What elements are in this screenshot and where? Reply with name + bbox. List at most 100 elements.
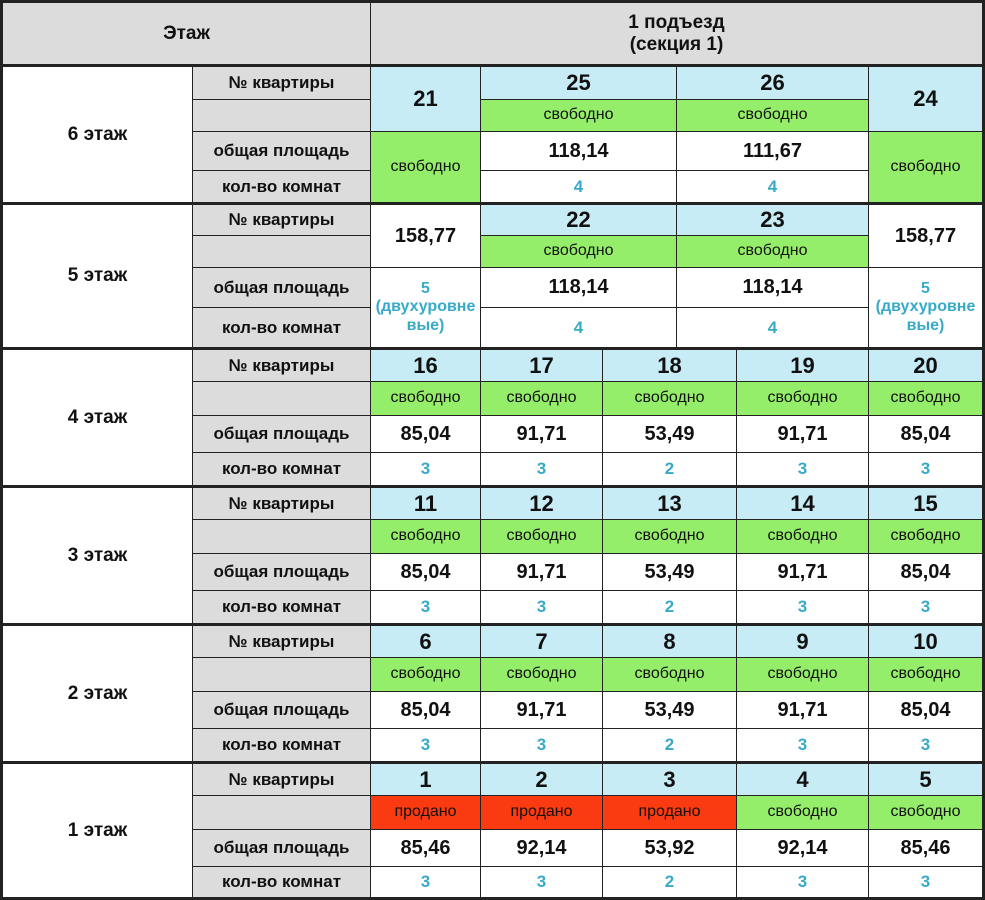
apartment-number: 15 xyxy=(868,485,985,520)
apartment-rooms-text: 3 xyxy=(920,597,931,617)
apartment-rooms: 3 xyxy=(736,866,869,900)
status-badge-text: свободно xyxy=(767,527,838,545)
row-label-apt-no: № квартиры xyxy=(192,761,371,796)
status-badge: свободно xyxy=(676,235,869,268)
rooms-text: 4 xyxy=(767,176,778,196)
status-badge-text: свободно xyxy=(767,389,838,407)
floor-label: 1 этаж xyxy=(0,761,193,900)
apartment-area: 91,71 xyxy=(480,691,603,729)
status-badge-text: свободно xyxy=(890,665,961,683)
apartment-rooms: 3 xyxy=(370,866,481,900)
apartment-area: 85,04 xyxy=(370,415,481,453)
row-label-apt-no: № квартиры xyxy=(192,623,371,658)
status-badge: свободно xyxy=(868,657,985,692)
label-text: кол-во комнат xyxy=(221,317,342,337)
apartment-area: 85,04 xyxy=(868,415,985,453)
status-text: свободно xyxy=(737,106,808,124)
floor-label: 4 этаж xyxy=(0,347,193,486)
row-label-area-text: общая площадь xyxy=(213,424,350,444)
apartment-number-text: 11 xyxy=(413,490,438,516)
apartment-number-text: 8 xyxy=(663,628,676,654)
apartment-number-text: 6 xyxy=(419,628,432,654)
apartment-number: 3 xyxy=(602,761,737,796)
apartment-number: 11 xyxy=(370,485,481,520)
row-label-area: общая площадь xyxy=(192,691,371,729)
row-label-rooms-text: кол-во комнат xyxy=(221,735,342,755)
apartment-area-text: 91,71 xyxy=(777,422,828,445)
apartment-rooms-text: 3 xyxy=(420,459,431,479)
rooms-text: 5 xyxy=(421,279,430,297)
apartment-area: 91,71 xyxy=(736,691,869,729)
status-text: свободно xyxy=(543,106,614,124)
apartment-rooms-text: 3 xyxy=(536,735,547,755)
apartment-number: 8 xyxy=(602,623,737,658)
apartment-area-text: 85,04 xyxy=(900,698,951,721)
row-label-blank xyxy=(192,381,371,416)
apartment-area-text: 85,04 xyxy=(900,560,951,583)
apartment-rooms: 3 xyxy=(480,728,603,762)
status-badge-text: свободно xyxy=(890,389,961,407)
area-text: 118,14 xyxy=(548,276,609,298)
apartment-area-text: 91,71 xyxy=(777,698,828,721)
entrance-title: 1 подъезд xyxy=(628,11,725,33)
apartment-rooms: 3 xyxy=(868,728,985,762)
row-label-apt-no-text: № квартиры xyxy=(228,631,335,651)
row-label-blank xyxy=(192,795,371,830)
floor-name: 6 этаж xyxy=(67,123,128,145)
apartment-number-text: 16 xyxy=(413,352,438,378)
apartment-number: 19 xyxy=(736,347,869,382)
label-text: кол-во комнат xyxy=(221,176,342,196)
status-badge: продано xyxy=(370,795,481,830)
apartment-number-text: 17 xyxy=(529,352,554,378)
status-badge-text: свободно xyxy=(506,665,577,683)
apartment-number-text: 10 xyxy=(913,628,938,654)
apartment-area-text: 53,92 xyxy=(644,836,695,859)
status-badge: свободно xyxy=(602,381,737,416)
label-text: общая площадь xyxy=(213,277,350,297)
apartment-number: 20 xyxy=(868,347,985,382)
apartment-rooms-text: 3 xyxy=(420,872,431,892)
row-label-rooms-text: кол-во комнат xyxy=(221,597,342,617)
apartment-rooms: 3 xyxy=(736,728,869,762)
row-label-area-text: общая площадь xyxy=(213,562,350,582)
status-badge: свободно xyxy=(370,657,481,692)
apartment-rooms-text: 3 xyxy=(536,872,547,892)
apartment-number-text: 2 xyxy=(535,766,548,792)
apartment-rooms-text: 2 xyxy=(664,735,675,755)
apartment-number-text: 7 xyxy=(535,628,548,654)
apartment-number: 22 xyxy=(480,202,677,236)
row-label-apt-no: № квартиры xyxy=(192,202,371,236)
floor-label-text: 4 этаж xyxy=(67,406,128,428)
row-label-apt-no-text: № квартиры xyxy=(228,355,335,375)
status-badge: свободно xyxy=(602,657,737,692)
apartment-area: 91,71 xyxy=(736,553,869,591)
apartment-area-text: 53,49 xyxy=(644,560,695,583)
apartment-area-text: 92,14 xyxy=(516,836,567,859)
apartment-rooms: 3 xyxy=(868,590,985,624)
row-label-area-text: общая площадь xyxy=(213,838,350,858)
apartment-number-text: 26 xyxy=(760,70,785,96)
apartment-number-text: 13 xyxy=(657,490,682,516)
apartment-rooms: 3 xyxy=(370,728,481,762)
floor-column-header-text: Этаж xyxy=(163,22,210,44)
apartment-area-text: 85,46 xyxy=(400,836,451,859)
apartment-rooms: 3 xyxy=(736,590,869,624)
apartment-rooms: 5 (двухуровневые) xyxy=(370,267,481,348)
status-text: свободно xyxy=(737,242,808,260)
apartment-rooms: 3 xyxy=(868,452,985,486)
apartment-area-text: 92,14 xyxy=(777,836,828,859)
apartment-area: 118,14 xyxy=(480,267,677,308)
floor-label: 6 этаж xyxy=(0,64,193,203)
apartment-number: 1 xyxy=(370,761,481,796)
rooms-note: (двухуровневые) xyxy=(375,298,476,334)
apartment-rooms-text: 2 xyxy=(664,872,675,892)
apartment-area: 85,04 xyxy=(868,691,985,729)
apartment-rooms: 3 xyxy=(480,866,603,900)
apartment-rooms: 3 xyxy=(868,866,985,900)
apartment-area: 158,77 xyxy=(868,202,985,268)
apartment-rooms: 3 xyxy=(736,452,869,486)
apartment-area: 53,49 xyxy=(602,415,737,453)
apartment-number-text: 9 xyxy=(796,628,809,654)
apartment-number: 21 xyxy=(370,64,481,132)
apartment-area-text: 53,49 xyxy=(644,422,695,445)
